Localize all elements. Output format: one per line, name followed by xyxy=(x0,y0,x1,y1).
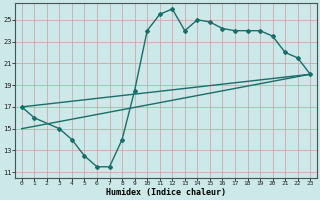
X-axis label: Humidex (Indice chaleur): Humidex (Indice chaleur) xyxy=(106,188,226,197)
